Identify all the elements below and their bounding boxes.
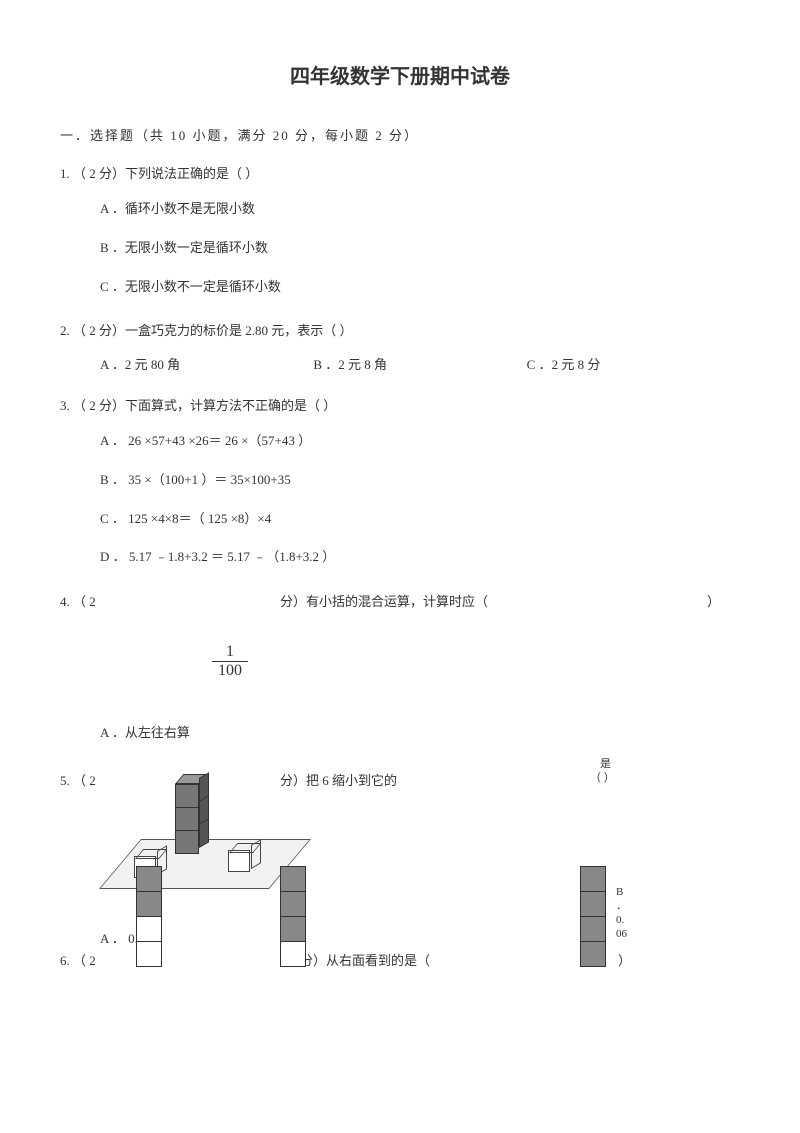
q2-opt-b: B ．2 元 8 角 bbox=[313, 353, 526, 376]
q5-b-dot: ． bbox=[616, 900, 627, 913]
q3-stem: 3. （ 2 分）下面算式，计算方法不正确的是（ ） bbox=[60, 394, 740, 417]
q3-opt-c: C ． 125 ×4×8＝（ 125 ×8）×4 bbox=[60, 505, 740, 534]
q5-q6-region: 5. （ 2 分）把 6 缩小到它的 是 （ ） B ． 0. 06 A ． 0… bbox=[60, 766, 740, 996]
q4-frac-num: 1 bbox=[212, 643, 248, 662]
q2-opt-c: C ．2 元 8 分 bbox=[527, 353, 740, 376]
q4-fraction: 1 100 bbox=[200, 643, 260, 679]
q5-left: 5. （ 2 bbox=[60, 770, 96, 789]
q4-left: 4. （ 2 bbox=[60, 590, 280, 613]
q2-opt-a: A ．2 元 80 角 bbox=[100, 353, 313, 376]
cube-outline-right bbox=[228, 850, 250, 872]
question-1: 1. （ 2 分）下列说法正确的是（ ） A ．循环小数不是无限小数 B ．无限… bbox=[60, 162, 740, 301]
q5-b-label: B bbox=[616, 886, 623, 899]
question-3: 3. （ 2 分）下面算式，计算方法不正确的是（ ） A ． 26 ×57+43… bbox=[60, 394, 740, 572]
q4-opt-a: A ．从左往右算 bbox=[60, 719, 740, 748]
cube-tower bbox=[175, 784, 199, 854]
q3-opt-d: D ． 5.17 ﹣1.8+3.2 ＝ 5.17 ﹣（1.8+3.2 ） bbox=[60, 543, 740, 572]
stack-col-3 bbox=[580, 866, 606, 967]
section-1-header: 一．选择题（共 10 小题，满分 20 分，每小题 2 分） bbox=[60, 125, 740, 144]
q3-opt-b: B ． 35 ×（100+1 ）＝ 35×100+35 bbox=[60, 466, 740, 495]
q5-b-val2: 06 bbox=[616, 928, 627, 941]
q1-opt-c: C ．无限小数不一定是循环小数 bbox=[60, 273, 740, 302]
q5-tail-paren: （ ） bbox=[590, 772, 615, 785]
q6-mid: 分）从右面看到的是（ bbox=[300, 950, 430, 969]
q6-left: 6. （ 2 bbox=[60, 950, 96, 969]
q2-stem: 2. （ 2 分）一盒巧克力的标价是 2.80 元，表示（ ） bbox=[60, 319, 740, 342]
q5-b-val1: 0. bbox=[616, 914, 624, 927]
stack-col-1 bbox=[136, 866, 162, 967]
question-4: 4. （ 2 分）有小括的混合运算，计算时应（ ） 1 100 A ．从左往右算 bbox=[60, 590, 740, 748]
q4-frac-den: 100 bbox=[212, 662, 248, 680]
q5-tail-top: 是 bbox=[600, 758, 611, 771]
stack-col-2 bbox=[280, 866, 306, 967]
q5-mid: 分）把 6 缩小到它的 bbox=[280, 770, 397, 789]
q1-opt-b: B ．无限小数一定是循环小数 bbox=[60, 234, 740, 263]
question-2: 2. （ 2 分）一盒巧克力的标价是 2.80 元，表示（ ） A ．2 元 8… bbox=[60, 319, 740, 376]
page-title: 四年级数学下册期中试卷 bbox=[60, 60, 740, 89]
q6-tail: ） bbox=[618, 950, 631, 969]
q1-stem: 1. （ 2 分）下列说法正确的是（ ） bbox=[60, 162, 740, 185]
q3-opt-a: A ． 26 ×57+43 ×26＝ 26 ×（57+43 ） bbox=[60, 427, 740, 456]
q1-opt-a: A ．循环小数不是无限小数 bbox=[60, 195, 740, 224]
q4-right: 分）有小括的混合运算，计算时应（ bbox=[280, 590, 488, 613]
q4-tail: ） bbox=[707, 590, 740, 613]
